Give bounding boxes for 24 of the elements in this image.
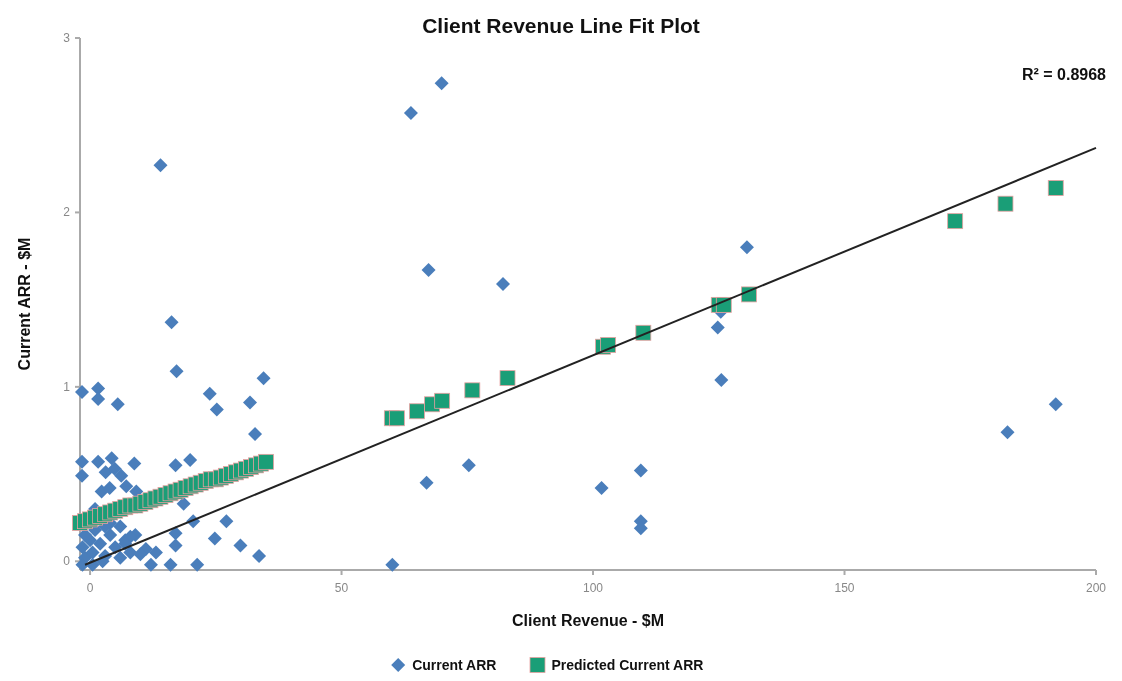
point <box>499 370 516 387</box>
point <box>409 403 425 420</box>
y-tick-label: 1 <box>63 379 71 394</box>
x-tick-label: 100 <box>583 581 604 595</box>
y-axis-title: Current ARR - $M <box>16 237 33 371</box>
annotation: R² = 0.8968 <box>1021 66 1107 83</box>
x-tick-label: 200 <box>1085 581 1107 595</box>
x-axis-title: Client Revenue - $M <box>511 612 665 629</box>
x-tick-label: 0 <box>86 581 94 595</box>
y-tick-label: 2 <box>63 205 71 220</box>
point <box>258 453 274 470</box>
chart-title: Client Revenue Line Fit Plot <box>422 14 700 37</box>
legend-label: Current ARR <box>412 657 497 673</box>
y-tick-label: 0 <box>63 554 71 569</box>
x-tick-label: 150 <box>834 581 855 595</box>
point <box>388 410 405 427</box>
y-tick-label: 3 <box>63 31 71 45</box>
point <box>434 392 451 409</box>
point <box>947 213 964 230</box>
legend-label: Predicted Current ARR <box>551 657 704 673</box>
x-tick-label: 50 <box>334 581 349 595</box>
point <box>1047 180 1064 196</box>
point <box>464 382 481 399</box>
point <box>997 195 1014 212</box>
